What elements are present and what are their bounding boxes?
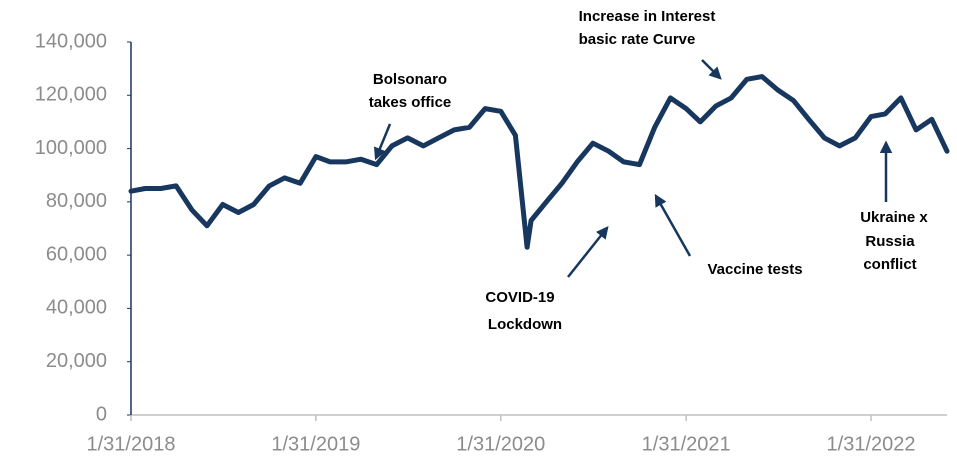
annotation: COVID-19 xyxy=(485,289,554,306)
arrow xyxy=(654,193,692,257)
x-tick-label: 1/31/2020 xyxy=(456,433,545,455)
arrow xyxy=(374,123,392,161)
annotation: Vaccine tests xyxy=(707,261,802,278)
y-tick-label: 120,000 xyxy=(35,84,107,106)
y-tick-label: 80,000 xyxy=(46,190,107,212)
x-tick-label: 1/31/2022 xyxy=(827,433,916,455)
y-tick-label: 40,000 xyxy=(46,297,107,319)
annotation: Bolsonaro xyxy=(373,71,447,88)
y-tick-label: 0 xyxy=(96,403,107,425)
y-tick-label: 20,000 xyxy=(46,350,107,372)
annotation: Lockdown xyxy=(488,316,562,333)
x-tick-label: 1/31/2019 xyxy=(271,433,360,455)
arrow xyxy=(567,226,609,278)
x-tick-label: 1/31/2018 xyxy=(87,433,176,455)
y-tick-label: 140,000 xyxy=(35,30,107,52)
annotation: basic rate Curve xyxy=(579,31,696,48)
annotation: Russia xyxy=(865,233,915,250)
annotation: Ukraine x xyxy=(860,209,928,226)
x-tick-label: 1/31/2021 xyxy=(642,433,731,455)
annotation: conflict xyxy=(863,256,916,273)
annotation: Increase in Interest xyxy=(579,8,716,25)
price-line xyxy=(128,74,950,250)
y-tick-label: 60,000 xyxy=(46,243,107,265)
y-tick-label: 100,000 xyxy=(35,137,107,159)
annotation: takes office xyxy=(369,94,452,111)
arrows xyxy=(374,59,893,278)
arrow xyxy=(701,59,722,80)
